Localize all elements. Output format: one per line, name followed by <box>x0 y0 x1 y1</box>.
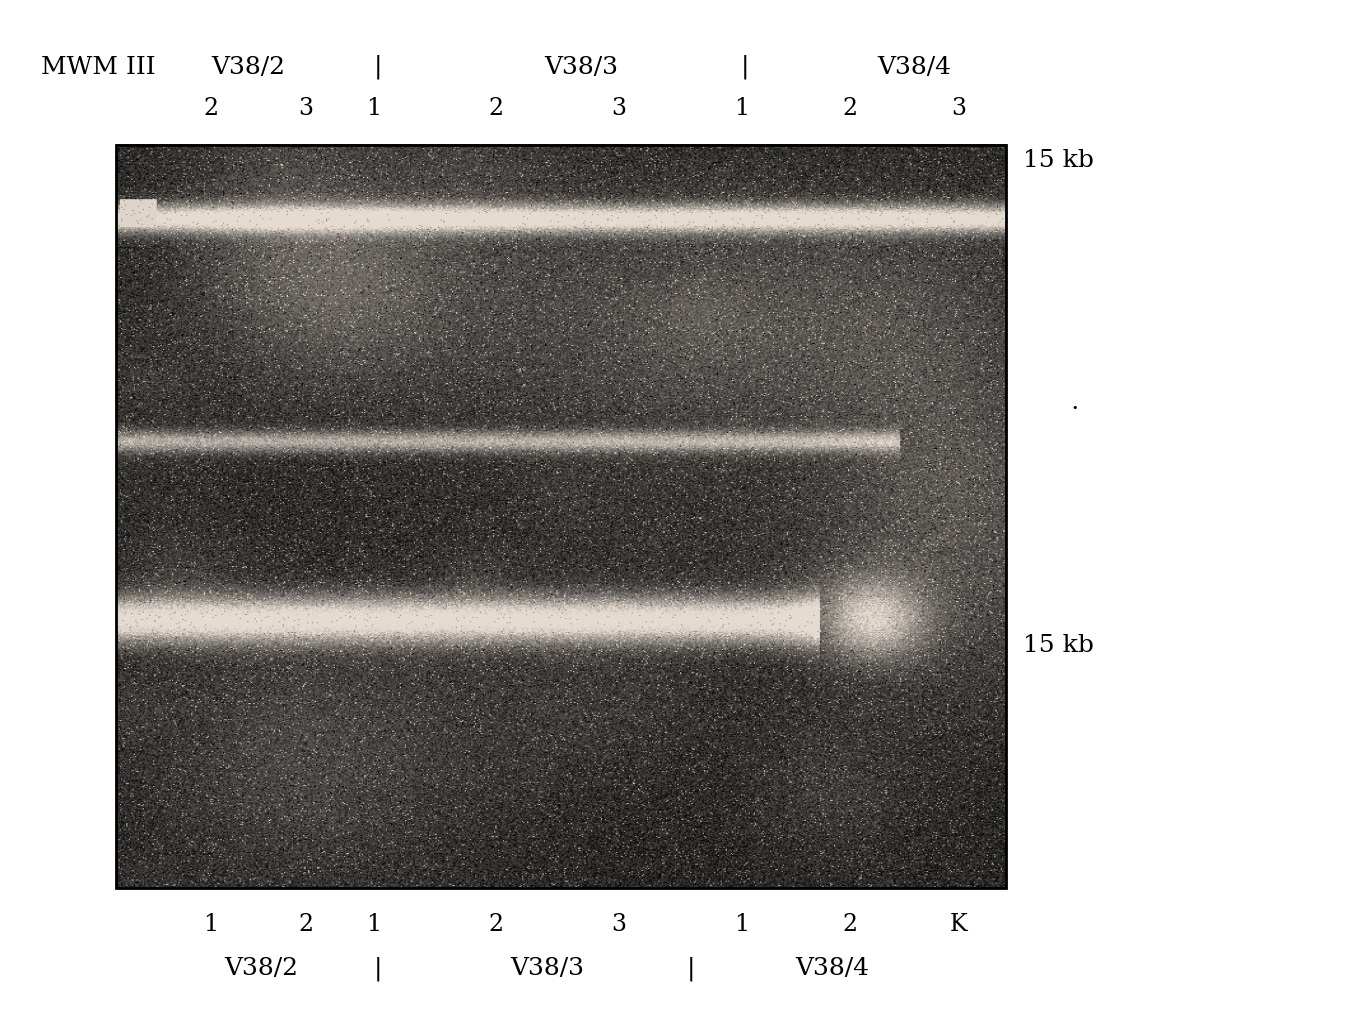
Text: 2: 2 <box>298 913 314 936</box>
Text: 15 kb: 15 kb <box>1023 149 1093 171</box>
Bar <box>116 145 1006 888</box>
Text: |: | <box>687 957 695 981</box>
Text: 2: 2 <box>842 913 858 936</box>
Text: K: K <box>951 913 967 936</box>
Text: 1: 1 <box>733 913 749 936</box>
Text: V38/3: V38/3 <box>510 958 583 980</box>
Text: V38/2: V38/2 <box>211 56 284 79</box>
Text: MWM III: MWM III <box>41 56 155 79</box>
Text: 2: 2 <box>203 97 219 120</box>
Text: V38/3: V38/3 <box>544 56 617 79</box>
Text: 2: 2 <box>488 913 505 936</box>
Text: 1: 1 <box>203 913 219 936</box>
Text: •: • <box>1072 403 1077 413</box>
Text: 1: 1 <box>366 913 382 936</box>
Text: |: | <box>374 55 382 80</box>
Text: 2: 2 <box>842 97 858 120</box>
Text: |: | <box>374 957 382 981</box>
Text: 15 kb: 15 kb <box>1023 634 1093 657</box>
Text: 3: 3 <box>951 97 967 120</box>
Text: 3: 3 <box>611 97 627 120</box>
Text: V38/2: V38/2 <box>224 958 298 980</box>
Text: 1: 1 <box>733 97 749 120</box>
Text: |: | <box>741 55 749 80</box>
Text: 2: 2 <box>488 97 505 120</box>
Text: V38/4: V38/4 <box>877 56 951 79</box>
Text: 3: 3 <box>298 97 314 120</box>
Text: 3: 3 <box>611 913 627 936</box>
Text: V38/4: V38/4 <box>796 958 869 980</box>
Text: 1: 1 <box>366 97 382 120</box>
